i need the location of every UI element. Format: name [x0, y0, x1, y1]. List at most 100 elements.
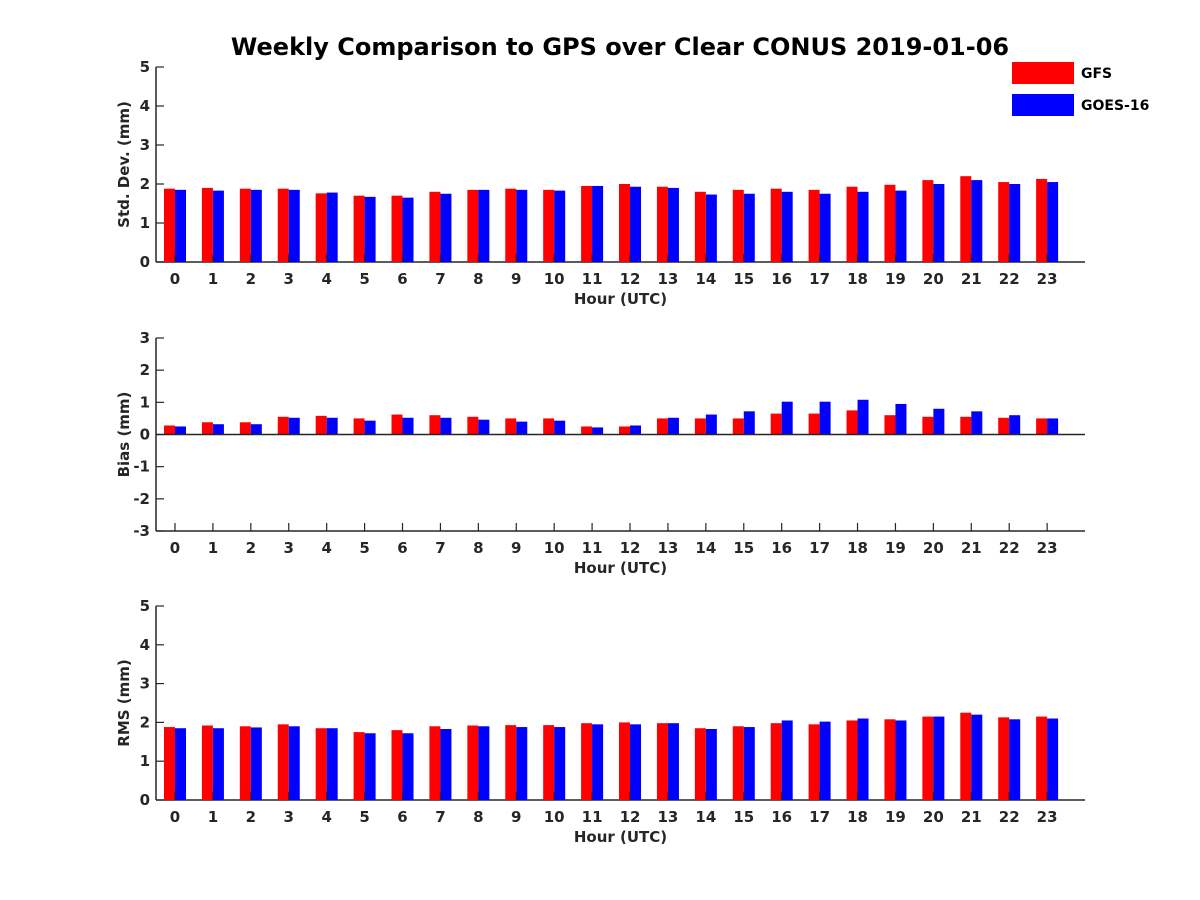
goes16-bar — [402, 733, 414, 800]
gfs-bar — [353, 732, 365, 800]
gfs-bar — [656, 186, 668, 262]
x-tick-label: 3 — [284, 808, 294, 826]
x-tick-label: 6 — [397, 539, 407, 557]
goes16-bar — [554, 420, 566, 435]
gfs-bar — [922, 416, 934, 435]
gfs-bar — [277, 188, 289, 262]
gfs-bar — [884, 415, 896, 435]
gfs-bar — [884, 184, 896, 262]
goes16-bar — [250, 727, 262, 800]
y-tick-label: 0 — [140, 791, 150, 809]
gfs-bar — [732, 189, 744, 262]
gfs-bar — [581, 723, 593, 800]
goes16-bar — [781, 401, 793, 435]
gfs-bar — [315, 193, 327, 262]
x-tick-label: 15 — [733, 539, 754, 557]
gfs-bar — [353, 418, 365, 435]
gfs-bar — [656, 723, 668, 800]
gfs-bar — [467, 416, 479, 435]
legend: GFS GOES-16 — [1012, 62, 1149, 116]
gfs-bar — [581, 426, 593, 435]
goes16-bar — [857, 718, 869, 800]
x-tick-label: 3 — [284, 270, 294, 288]
goes16-bar — [288, 189, 300, 262]
x-tick-label: 22 — [999, 539, 1020, 557]
gfs-bar — [619, 426, 631, 435]
gfs-bar — [505, 418, 517, 435]
x-tick-label: 22 — [999, 270, 1020, 288]
gfs-bar — [239, 726, 251, 800]
goes16-bar — [440, 417, 452, 435]
gfs-bar — [467, 189, 479, 262]
y-tick-label: 2 — [140, 713, 150, 731]
goes16-bar — [592, 185, 604, 262]
gfs-bar — [467, 725, 479, 800]
x-tick-label: 9 — [511, 270, 521, 288]
x-tick-label: 2 — [246, 539, 256, 557]
x-tick-label: 8 — [473, 270, 483, 288]
goes16-bar — [326, 728, 338, 800]
x-tick-label: 10 — [544, 808, 565, 826]
x-tick-label: 13 — [658, 539, 679, 557]
gfs-bar — [694, 418, 706, 435]
x-axis-label: Hour (UTC) — [574, 290, 667, 308]
gfs-bar — [998, 717, 1010, 800]
gfs-bar — [277, 724, 289, 800]
goes16-bar — [781, 720, 793, 800]
x-tick-label: 14 — [695, 808, 716, 826]
goes16-bar — [402, 197, 414, 262]
x-tick-label: 10 — [544, 539, 565, 557]
gfs-bar — [543, 725, 555, 800]
goes16-bar — [478, 726, 490, 800]
y-tick-label: 3 — [140, 136, 150, 154]
gfs-bar — [998, 182, 1010, 262]
x-tick-label: 18 — [847, 539, 868, 557]
goes16-bar — [630, 425, 642, 435]
gfs-bar — [694, 191, 706, 262]
y-tick-label: -3 — [133, 522, 150, 540]
x-tick-label: 13 — [658, 808, 679, 826]
x-tick-label: 1 — [208, 808, 218, 826]
x-tick-label: 0 — [170, 270, 180, 288]
gfs-bar — [429, 191, 441, 262]
goes16-bar — [478, 419, 490, 435]
x-axis-label: Hour (UTC) — [574, 559, 667, 577]
goes16-bar — [402, 417, 414, 435]
gfs-bar — [315, 728, 327, 800]
y-tick-label: -1 — [133, 458, 150, 476]
goes16-bar — [592, 724, 604, 800]
y-tick-label: 2 — [140, 175, 150, 193]
y-tick-label: -2 — [133, 490, 150, 508]
x-tick-label: 16 — [771, 808, 792, 826]
goes16-bar — [1009, 719, 1021, 800]
goes16-bar — [250, 424, 262, 435]
x-tick-label: 14 — [695, 270, 716, 288]
gfs-bar — [808, 413, 820, 435]
y-tick-label: 5 — [140, 58, 150, 76]
x-tick-label: 11 — [582, 808, 603, 826]
y-axis-label: RMS (mm) — [115, 659, 133, 746]
gfs-bar — [846, 410, 858, 435]
y-tick-label: 1 — [140, 393, 150, 411]
x-tick-label: 5 — [359, 808, 369, 826]
gfs-bar — [770, 413, 782, 435]
goes16-bar — [743, 193, 755, 262]
y-axis-label: Bias (mm) — [115, 392, 133, 478]
y-tick-label: 0 — [140, 253, 150, 271]
gfs-bar — [391, 730, 403, 800]
goes16-bar — [781, 191, 793, 262]
gfs-bar — [391, 414, 403, 435]
x-tick-label: 3 — [284, 539, 294, 557]
goes16-bar — [933, 408, 945, 435]
goes16-bar — [705, 414, 717, 435]
goes16-bar — [895, 720, 907, 800]
gfs-bar — [656, 418, 668, 435]
y-tick-label: 1 — [140, 214, 150, 232]
y-tick-label: 1 — [140, 752, 150, 770]
gfs-bar — [239, 422, 251, 435]
goes16-bar — [288, 417, 300, 435]
gfs-bar — [960, 176, 972, 262]
goes16-bar — [895, 403, 907, 435]
legend-label: GFS — [1081, 66, 1112, 82]
